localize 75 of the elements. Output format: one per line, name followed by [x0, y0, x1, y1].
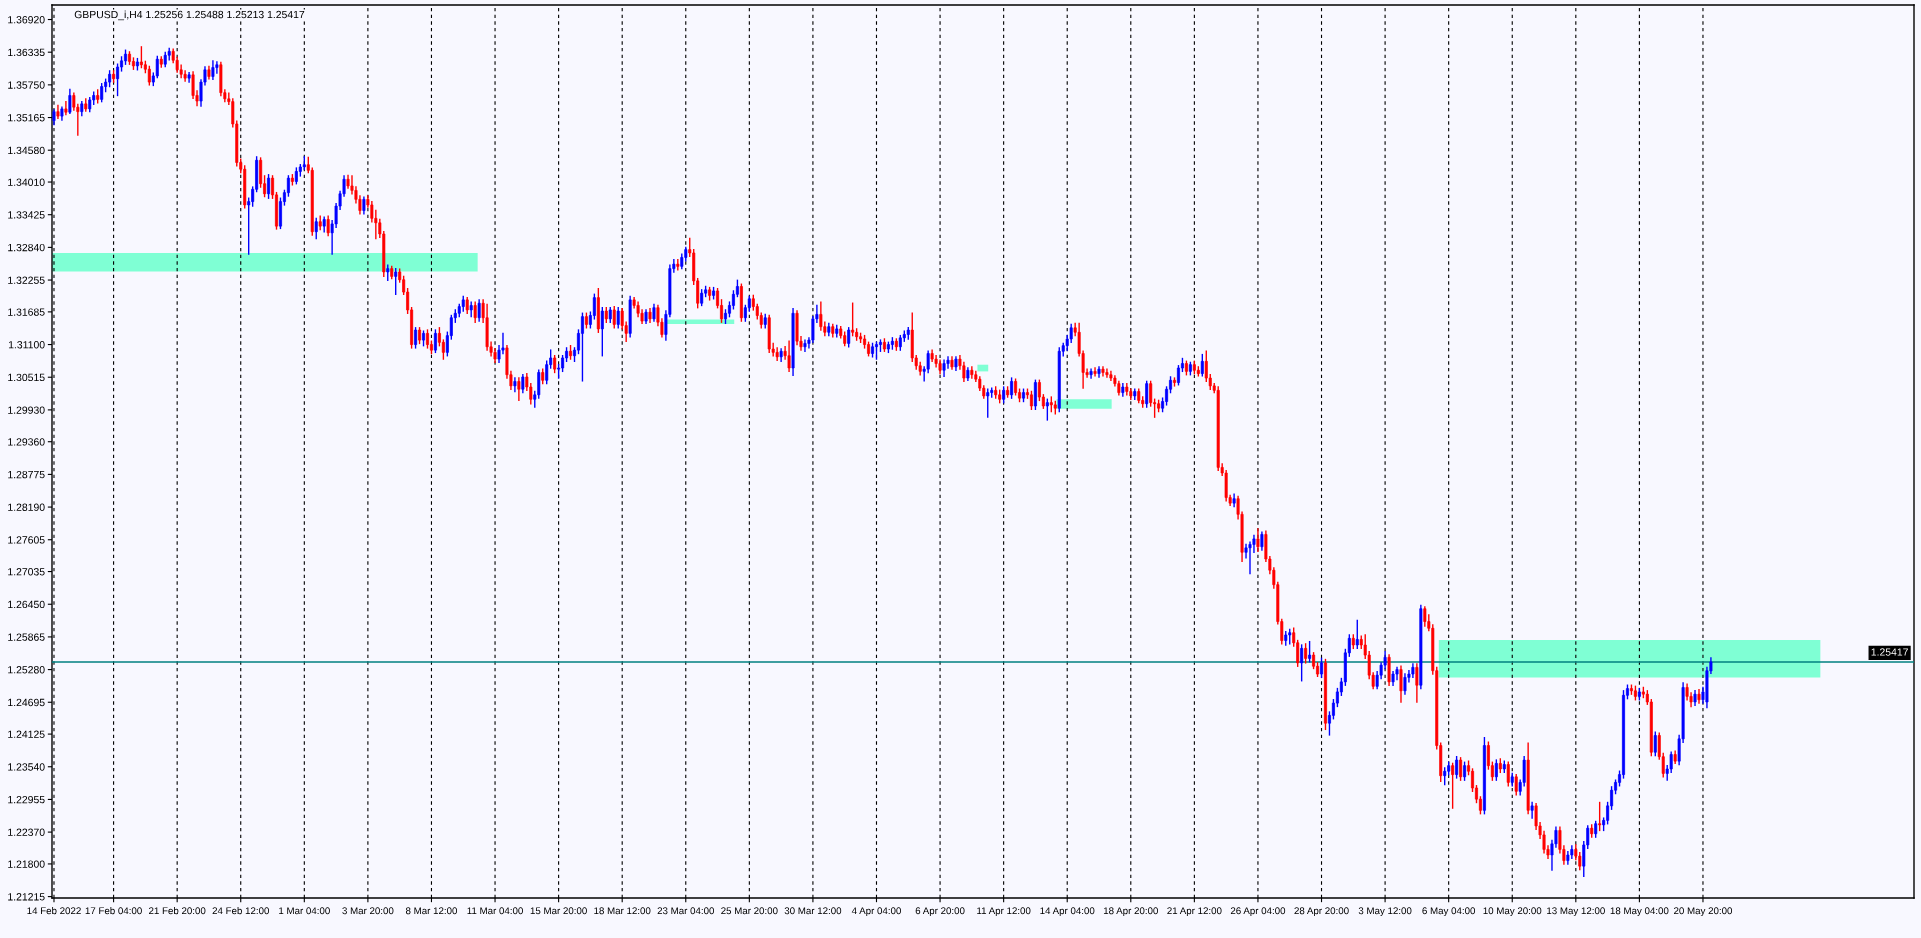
y-tick-label: 1.27035: [8, 568, 45, 576]
y-tick-label: 1.21215: [8, 893, 45, 901]
y-tick-label: 1.31100: [8, 341, 45, 349]
candlestick: [851, 302, 855, 337]
x-tick-label: 18 Apr 20:00: [1103, 907, 1158, 917]
x-tick-label: 11 Apr 12:00: [977, 907, 1031, 917]
candlestick: [1653, 731, 1657, 757]
candlestick: [537, 369, 541, 399]
x-tick-label: 11 Mar 04:00: [467, 907, 523, 915]
y-tick-label: 1.29360: [8, 438, 45, 446]
x-tick-label: 14 Apr 04:00: [1040, 907, 1095, 917]
y-tick-label: 1.36335: [8, 48, 45, 57]
candlestick: [767, 314, 771, 354]
y-tick-label: 1.33425: [8, 211, 45, 219]
y-tick-label: 1.31685: [8, 308, 45, 316]
x-tick-label: 28 Apr 20:00: [1294, 907, 1349, 917]
y-tick-label: 1.35750: [8, 81, 45, 89]
y-tick-label: 1.25865: [8, 633, 45, 641]
ref-line-label: 1.25417: [1871, 648, 1908, 656]
y-tick-label: 1.27605: [8, 536, 45, 544]
x-tick-label: 6 May 04:00: [1422, 907, 1476, 917]
x-tick-label: 10 May 20:00: [1483, 907, 1542, 917]
y-tick-label: 1.36920: [8, 16, 45, 24]
candlestick: [1506, 761, 1510, 787]
y-tick-label: 1.22370: [8, 828, 45, 836]
candlestick: [243, 165, 247, 209]
candlestick: [990, 387, 994, 398]
y-tick-label: 1.24125: [8, 730, 45, 738]
candlestick: [910, 312, 914, 363]
candlestick: [1204, 350, 1208, 383]
y-tick-label: 1.30515: [8, 373, 45, 382]
y-tick-label: 1.32840: [8, 243, 45, 252]
x-tick-label: 20 May 20:00: [1674, 907, 1733, 917]
y-tick-label: 1.23540: [8, 763, 45, 771]
x-tick-label: 18 May 04:00: [1610, 907, 1669, 917]
x-tick-label: 18 Mar 12:00: [594, 907, 651, 915]
candlestick: [314, 217, 318, 240]
candlestick: [616, 306, 620, 329]
x-tick-label: 3 May 12:00: [1358, 907, 1412, 917]
y-tick-label: 1.35165: [8, 114, 45, 122]
x-tick-label: 21 Apr 12:00: [1167, 907, 1222, 917]
x-tick-label: 6 Apr 20:00: [915, 907, 965, 917]
x-tick-label: 17 Feb 04:00: [85, 907, 142, 915]
candlestick: [986, 388, 990, 418]
x-tick-label: 4 Apr 04:00: [851, 907, 901, 917]
chart-title: GBPUSD_i,H4 1.25256 1.25488 1.25213 1.25417: [74, 10, 305, 21]
x-tick-label: 30 Mar 12:00: [784, 907, 842, 915]
y-tick-label: 1.34010: [8, 178, 45, 186]
candlestick: [394, 267, 398, 295]
y-tick-label: 1.21800: [8, 860, 45, 868]
x-tick-label: 3 Mar 20:00: [342, 907, 394, 915]
y-tick-label: 1.29930: [8, 406, 45, 414]
x-tick-label: 21 Feb 20:00: [149, 907, 206, 915]
candlestick: [676, 258, 680, 271]
y-tick-label: 1.25280: [8, 666, 45, 674]
y-tick-label: 1.28190: [8, 503, 45, 511]
x-tick-label: 23 Mar 04:00: [657, 907, 715, 915]
y-tick-label: 1.24695: [8, 698, 45, 707]
candlestick: [612, 305, 616, 329]
y-tick-label: 1.32255: [8, 276, 45, 284]
y-tick-label: 1.34580: [8, 146, 45, 155]
x-tick-label: 14 Feb 2022: [27, 907, 81, 915]
y-tick-label: 1.28775: [8, 470, 45, 479]
candlestick: [1514, 773, 1518, 796]
candlestick: [1057, 347, 1061, 413]
x-tick-label: 26 Apr 04:00: [1230, 907, 1286, 917]
x-tick-label: 24 Feb 12:00: [212, 907, 270, 915]
x-tick-label: 25 Mar 20:00: [721, 907, 778, 915]
candlestick: [1355, 619, 1359, 650]
x-tick-label: 1 Mar 04:00: [279, 907, 330, 915]
y-tick-label: 1.26450: [8, 600, 45, 609]
x-tick-label: 8 Mar 12:00: [405, 907, 458, 915]
x-tick-label: 15 Mar 20:00: [530, 907, 587, 915]
y-tick-label: 1.22955: [8, 795, 45, 804]
x-tick-label: 13 May 12:00: [1547, 907, 1605, 917]
